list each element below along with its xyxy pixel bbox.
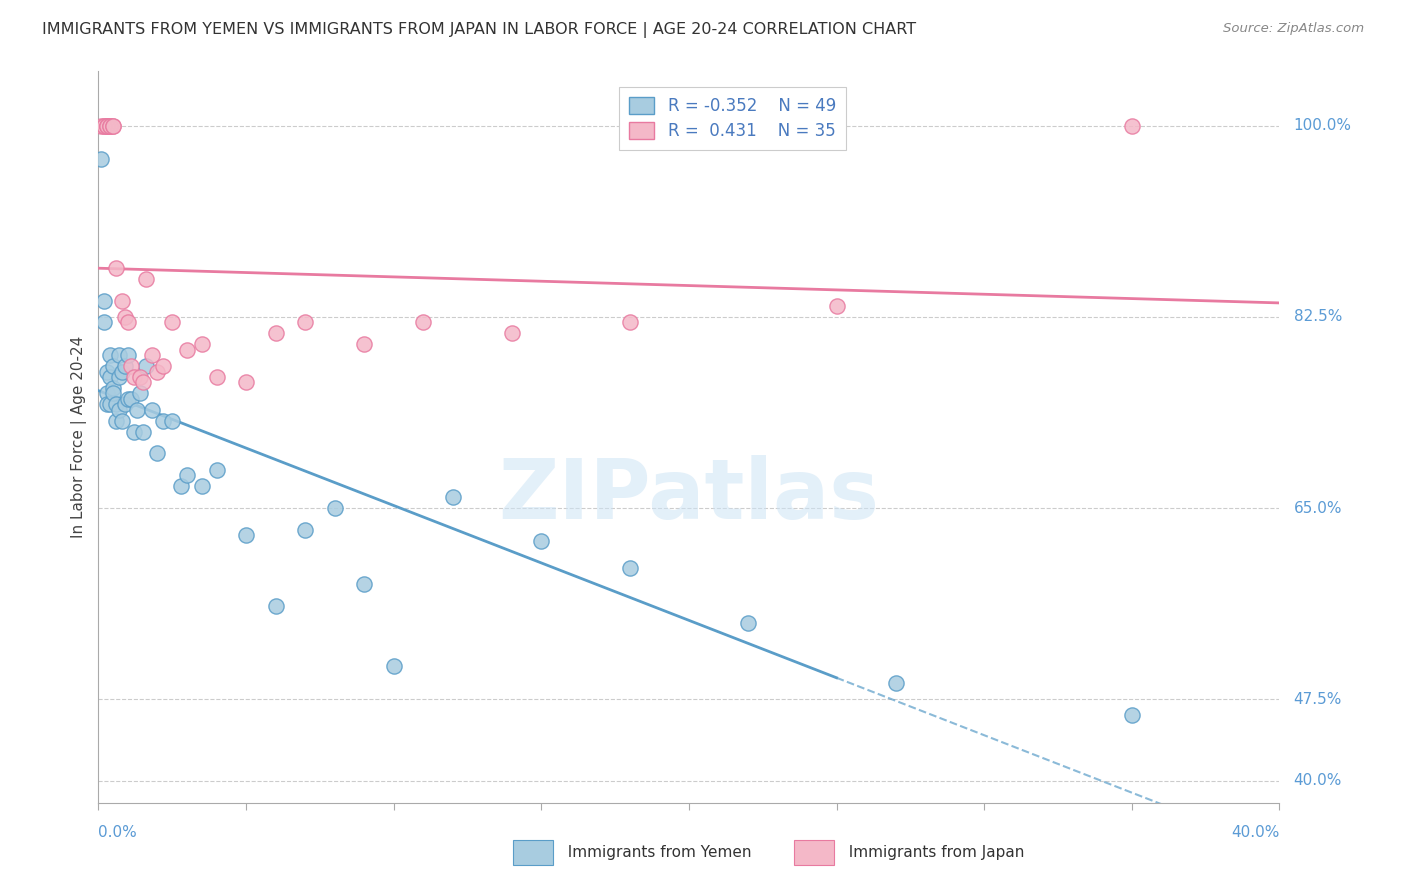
Point [176, 343, 198, 357]
Point [93, 119, 115, 133]
Point [152, 359, 174, 373]
Point [114, 359, 136, 373]
Point [1121, 708, 1143, 723]
Point [122, 425, 145, 439]
Point [111, 365, 134, 379]
Point [93, 315, 115, 329]
Point [323, 501, 346, 516]
Point [117, 315, 139, 329]
Point [141, 402, 163, 417]
Point [128, 370, 150, 384]
Point [884, 675, 907, 690]
Text: Immigrants from Yemen: Immigrants from Yemen [558, 846, 752, 860]
Point [205, 370, 228, 384]
Point [141, 348, 163, 362]
Y-axis label: In Labor Force | Age 20-24: In Labor Force | Age 20-24 [72, 336, 87, 538]
Point [128, 386, 150, 401]
Point [90, 119, 112, 133]
Point [117, 392, 139, 406]
Point [96, 119, 118, 133]
Point [105, 414, 128, 428]
Point [135, 359, 157, 373]
Point [264, 599, 287, 614]
Point [191, 337, 214, 351]
Point [441, 490, 464, 504]
Point [353, 577, 375, 591]
Point [114, 310, 136, 324]
Point [98, 397, 121, 411]
Point [146, 365, 169, 379]
Point [132, 425, 155, 439]
Point [103, 359, 125, 373]
Point [294, 523, 316, 537]
Point [98, 119, 121, 133]
Point [264, 326, 287, 341]
Text: 40.0%: 40.0% [1294, 773, 1341, 789]
Point [96, 397, 118, 411]
Point [162, 315, 183, 329]
Point [108, 402, 131, 417]
Point [103, 119, 125, 133]
Point [135, 272, 157, 286]
Point [114, 397, 136, 411]
Point [170, 479, 193, 493]
Text: Immigrants from Japan: Immigrants from Japan [839, 846, 1025, 860]
Point [103, 381, 125, 395]
Point [96, 119, 118, 133]
Text: Source: ZipAtlas.com: Source: ZipAtlas.com [1223, 22, 1364, 36]
Point [737, 615, 759, 630]
Text: 47.5%: 47.5% [1294, 691, 1341, 706]
Text: IMMIGRANTS FROM YEMEN VS IMMIGRANTS FROM JAPAN IN LABOR FORCE | AGE 20-24 CORREL: IMMIGRANTS FROM YEMEN VS IMMIGRANTS FROM… [42, 22, 917, 38]
Point [191, 479, 214, 493]
Text: 65.0%: 65.0% [1294, 500, 1341, 516]
Point [412, 315, 434, 329]
Point [530, 533, 553, 548]
Point [111, 293, 134, 308]
Point [501, 326, 523, 341]
Point [108, 348, 131, 362]
Point [125, 402, 148, 417]
Point [98, 119, 121, 133]
Point [98, 370, 121, 384]
Text: ZIPatlas: ZIPatlas [499, 455, 879, 536]
Legend: R = -0.352    N = 49, R =  0.431    N = 35: R = -0.352 N = 49, R = 0.431 N = 35 [620, 87, 846, 150]
Point [825, 299, 848, 313]
Point [120, 359, 142, 373]
Point [111, 414, 134, 428]
Point [103, 386, 125, 401]
Point [93, 293, 115, 308]
Point [162, 414, 183, 428]
Point [152, 414, 174, 428]
Point [382, 659, 405, 673]
Point [108, 370, 131, 384]
Point [1121, 119, 1143, 133]
Point [98, 348, 121, 362]
Point [105, 260, 128, 275]
Point [132, 376, 155, 390]
Point [90, 152, 112, 166]
Point [619, 315, 641, 329]
Point [176, 468, 198, 483]
Point [205, 463, 228, 477]
Point [96, 386, 118, 401]
Text: 82.5%: 82.5% [1294, 310, 1341, 325]
Point [235, 528, 257, 542]
Point [96, 365, 118, 379]
Point [235, 376, 257, 390]
Point [146, 446, 169, 460]
Point [619, 561, 641, 575]
Point [103, 119, 125, 133]
Point [93, 119, 115, 133]
Point [353, 337, 375, 351]
Point [120, 392, 142, 406]
Point [117, 348, 139, 362]
Point [105, 397, 128, 411]
Point [122, 370, 145, 384]
Text: 40.0%: 40.0% [1232, 825, 1279, 840]
Text: 100.0%: 100.0% [1294, 119, 1351, 134]
Text: 0.0%: 0.0% [98, 825, 138, 840]
Point [96, 119, 118, 133]
Point [294, 315, 316, 329]
